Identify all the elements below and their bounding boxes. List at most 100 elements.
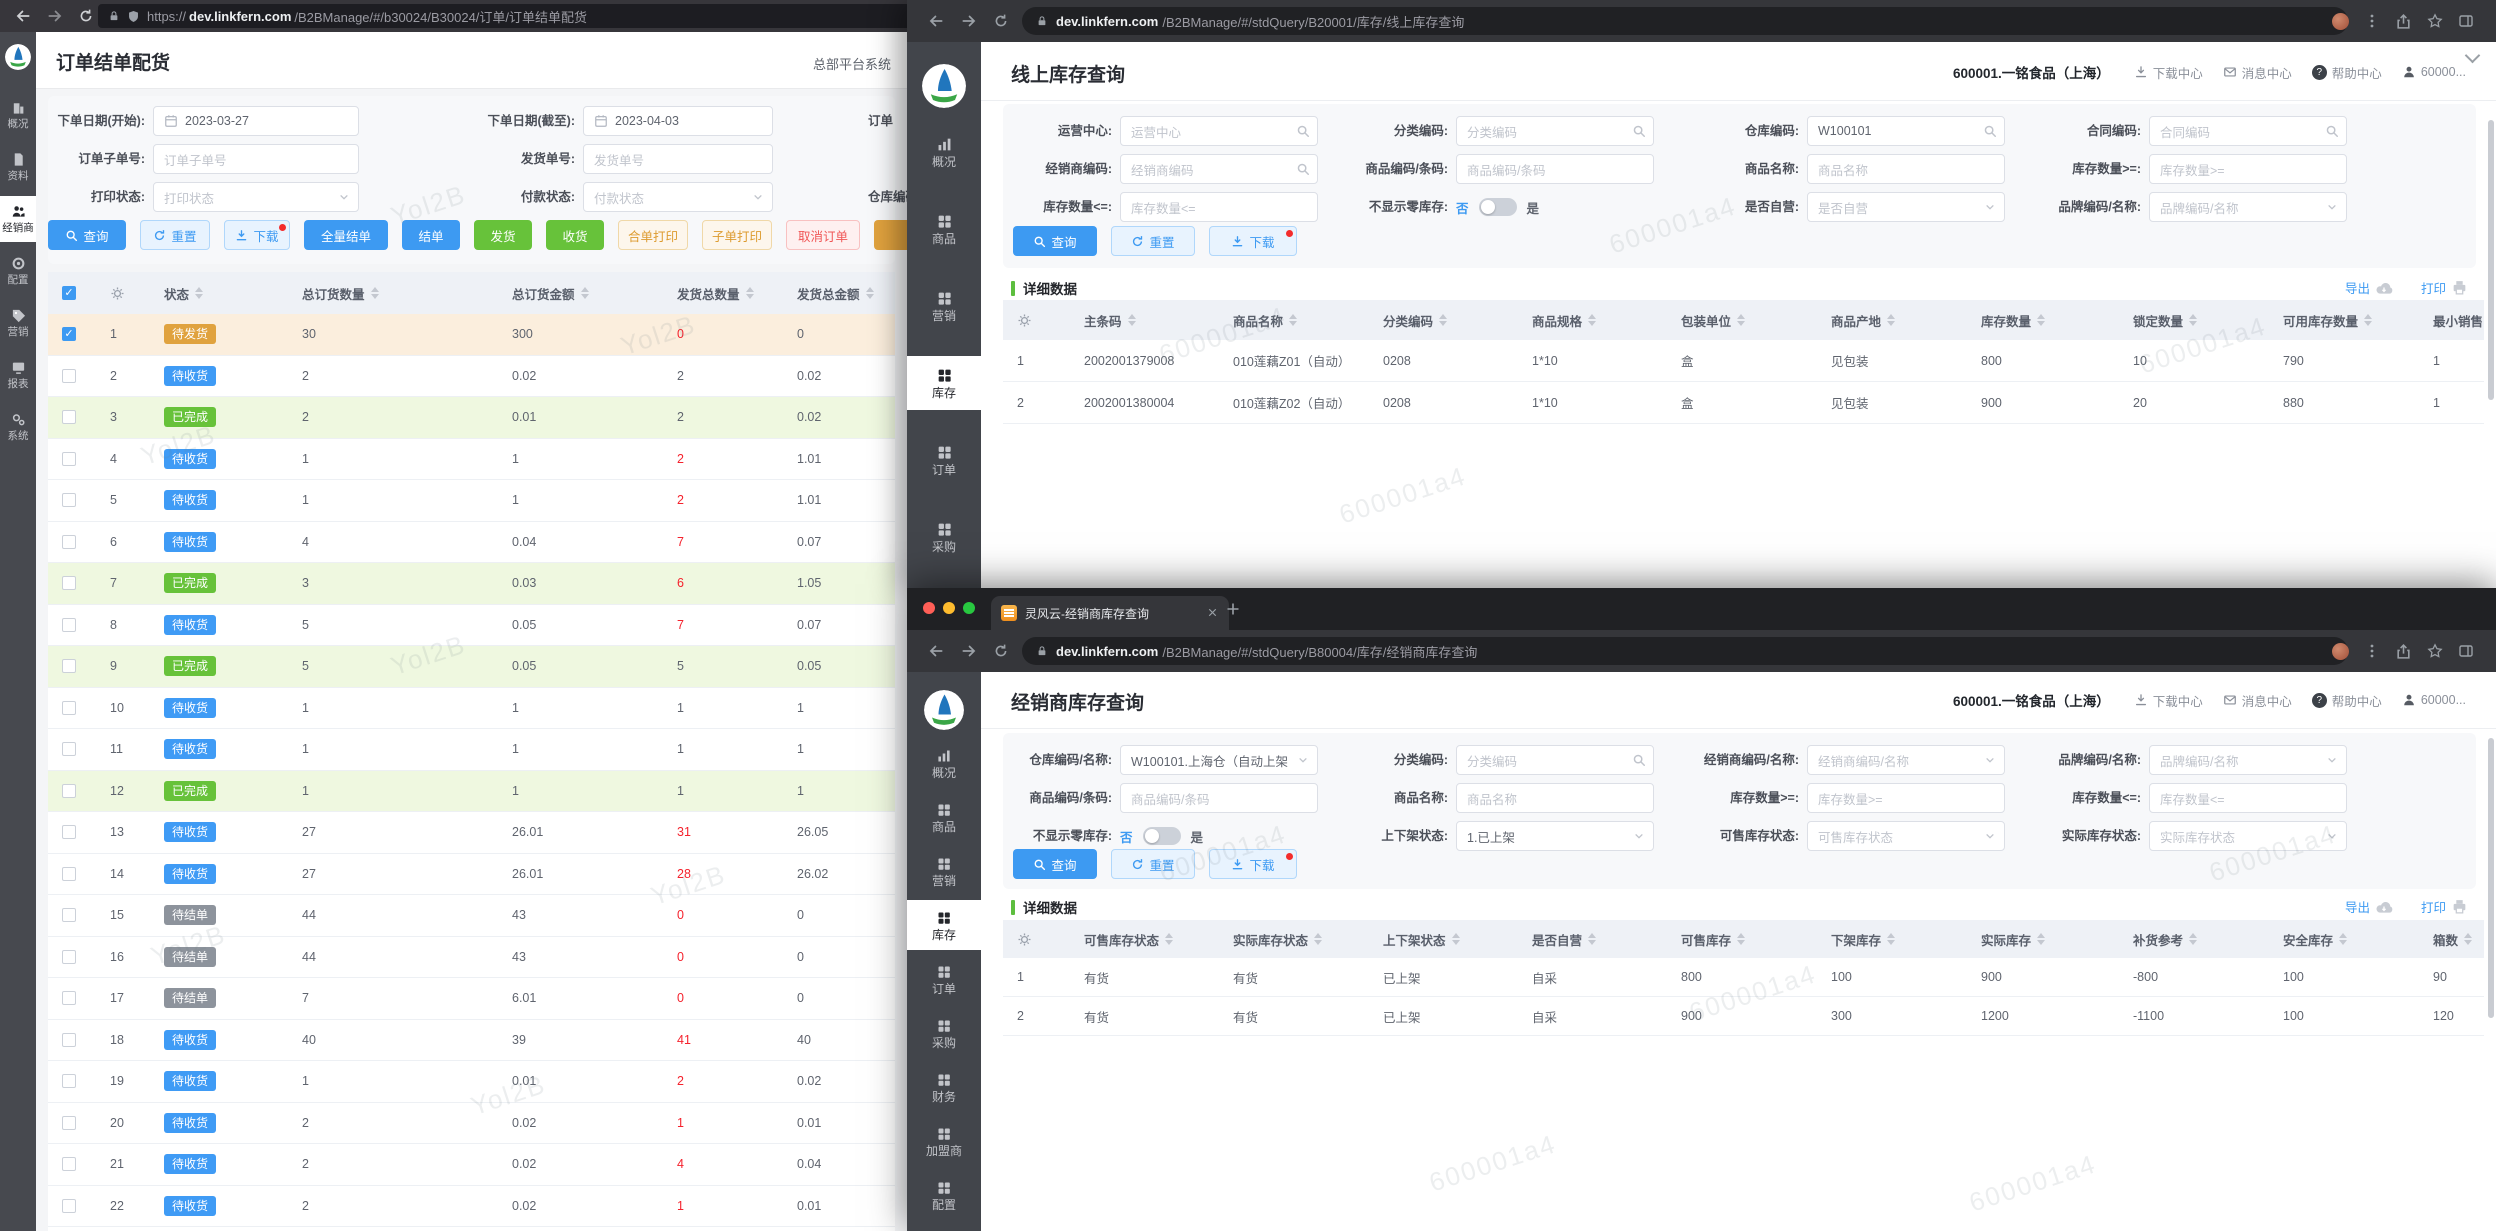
more-button[interactable] <box>874 220 907 250</box>
sidebar-item-采购[interactable]: 采购 <box>907 510 981 564</box>
sort-caret-icon[interactable] <box>2364 314 2373 326</box>
scrollbar[interactable] <box>2488 120 2494 400</box>
column-header-补货参考[interactable]: 补货参考 <box>2131 920 2281 958</box>
toggle-switch[interactable] <box>1478 198 1517 216</box>
column-header-实际库存状态[interactable]: 实际库存状态 <box>1231 920 1381 958</box>
sidebar-item-概况[interactable]: 概况 <box>0 92 36 138</box>
filter-input[interactable]: 品牌编码/名称 <box>2149 745 2347 775</box>
row-select[interactable] <box>48 812 96 853</box>
sort-caret-icon[interactable] <box>1887 314 1896 326</box>
profile-avatar[interactable] <box>2332 12 2349 30</box>
filter-input[interactable]: 库存数量<= <box>1120 192 1318 222</box>
sort-caret-icon[interactable] <box>2037 933 2046 945</box>
row-select[interactable] <box>48 771 96 812</box>
header-select-all[interactable]: ✓ <box>48 272 96 314</box>
filter-input[interactable]: 经销商编码/名称 <box>1807 745 2005 775</box>
table-row[interactable]: 17 待结单 7 6.01 0 0 <box>48 978 895 1020</box>
row-checkbox[interactable] <box>62 742 76 757</box>
table-row[interactable]: 8 待收货 5 0.05 7 0.07 <box>48 604 895 646</box>
tab-close[interactable] <box>1206 604 1219 622</box>
toggle-switch[interactable] <box>1142 827 1181 845</box>
select-all-checkbox[interactable]: ✓ <box>62 286 76 300</box>
header-link-帮助中心[interactable]: ? 帮助中心 <box>2311 63 2382 82</box>
row-checkbox[interactable] <box>62 576 76 591</box>
row-checkbox[interactable] <box>62 493 76 508</box>
column-header-主条码[interactable]: 主条码 <box>1082 300 1231 340</box>
row-checkbox[interactable] <box>62 617 76 632</box>
zero-stock-toggle[interactable]: 否是 <box>1456 192 1539 222</box>
table-row[interactable]: ✓ 1 待发货 30 300 0 0 <box>48 314 895 356</box>
收货-button[interactable]: 收货 <box>546 220 604 250</box>
filter-input[interactable]: 库存数量<= <box>2149 783 2347 813</box>
print-button[interactable]: 打印 <box>2421 897 2468 916</box>
row-select[interactable] <box>48 646 96 687</box>
table-row[interactable]: 7 已完成 3 0.03 6 1.05 <box>48 563 895 605</box>
重置-button[interactable]: 重置 <box>1111 849 1195 879</box>
header-link-60000...[interactable]: 60000... <box>2402 65 2466 79</box>
sort-caret-icon[interactable] <box>195 287 204 299</box>
column-header-可用库存数量[interactable]: 可用库存数量 <box>2281 300 2431 340</box>
row-select[interactable]: ✓ <box>48 314 96 355</box>
sidebar-item-概况[interactable]: 概况 <box>907 738 981 788</box>
column-header-箱数[interactable]: 箱数 <box>2431 920 2484 958</box>
table-row[interactable]: 2 待收货 2 0.02 2 0.02 <box>48 355 895 397</box>
table-row[interactable]: 16 待结单 44 43 0 0 <box>48 936 895 978</box>
sidebar-item-财务[interactable]: 财务 <box>907 1062 981 1112</box>
sidebar-item-商品[interactable]: 商品 <box>907 202 981 256</box>
export-button[interactable]: 导出 <box>2345 278 2393 297</box>
sort-caret-icon[interactable] <box>1165 933 1174 945</box>
column-header-状态[interactable]: 状态 <box>150 272 288 314</box>
sidebar-item-库存[interactable]: 库存 <box>907 356 981 410</box>
filter-input[interactable]: 合同编码 <box>2149 116 2347 146</box>
filter-input[interactable]: 商品编码/条码 <box>1120 783 1318 813</box>
row-checkbox[interactable] <box>62 1198 76 1213</box>
row-select[interactable] <box>48 439 96 480</box>
table-row[interactable]: 13 待收货 27 26.01 31 26.05 <box>48 812 895 854</box>
column-header-商品名称[interactable]: 商品名称 <box>1231 300 1381 340</box>
row-checkbox[interactable] <box>62 451 76 466</box>
row-select[interactable] <box>48 522 96 563</box>
header-link-消息中心[interactable]: 消息中心 <box>2223 63 2292 82</box>
table-row[interactable]: 2 有货 有货 已上架 自采 900 300 1200 -1100 100 120 <box>1003 997 2484 1036</box>
table-row[interactable]: 18 待收货 40 39 41 40 <box>48 1019 895 1061</box>
row-checkbox[interactable] <box>62 949 76 964</box>
sidebar-item-采购[interactable]: 采购 <box>907 1008 981 1058</box>
table-row[interactable]: 19 待收货 1 0.01 2 0.02 <box>48 1061 895 1103</box>
zoom-window-button[interactable] <box>963 602 975 614</box>
table-row[interactable]: 20 待收货 2 0.02 1 0.01 <box>48 1102 895 1144</box>
sort-caret-icon[interactable] <box>2189 314 2198 326</box>
filter-input[interactable]: 2023-04-03 <box>583 106 773 136</box>
address-bar[interactable]: dev.linkfern.com/B2BManage/#/stdQuery/B2… <box>1022 7 2348 35</box>
row-select[interactable] <box>48 854 96 895</box>
header-link-帮助中心[interactable]: ? 帮助中心 <box>2311 691 2382 710</box>
sort-caret-icon[interactable] <box>1737 314 1746 326</box>
filter-input[interactable]: 商品编码/条码 <box>1456 154 1654 184</box>
filter-input[interactable]: 订单子单号 <box>153 144 359 174</box>
sort-caret-icon[interactable] <box>1314 933 1323 945</box>
sidebar-item-more[interactable] <box>907 1224 981 1231</box>
row-select[interactable] <box>48 1144 96 1185</box>
row-checkbox[interactable] <box>62 1032 76 1047</box>
sort-caret-icon[interactable] <box>1127 314 1136 326</box>
row-checkbox[interactable] <box>62 368 76 383</box>
合单打印-button[interactable]: 合单打印 <box>618 220 688 250</box>
row-checkbox[interactable] <box>62 908 76 923</box>
filter-input[interactable]: 商品名称 <box>1456 783 1654 813</box>
table-row[interactable]: 11 待收货 1 1 1 1 <box>48 729 895 771</box>
print-button[interactable]: 打印 <box>2421 278 2468 297</box>
column-header-总订货金额[interactable]: 总订货金额 <box>498 272 663 314</box>
row-select[interactable] <box>48 729 96 770</box>
table-row[interactable]: 2 2002001380004 010莲藕Z02（自动） 0208 1*10 盒 见包装 90… <box>1003 382 2484 424</box>
export-button[interactable]: 导出 <box>2345 897 2393 916</box>
sidebar-item-营销[interactable]: 营销 <box>0 300 36 346</box>
row-checkbox[interactable] <box>62 783 76 798</box>
filter-input[interactable]: 打印状态 <box>153 182 359 212</box>
column-header-发货总金额[interactable]: 发货总金额 <box>783 272 895 314</box>
下载-button[interactable]: 下载 <box>1209 849 1297 879</box>
row-select[interactable] <box>48 1020 96 1061</box>
发货-button[interactable]: 发货 <box>474 220 532 250</box>
row-select[interactable] <box>48 937 96 978</box>
filter-input[interactable]: W100101.上海仓（自动上架 <box>1120 745 1318 775</box>
下载-button[interactable]: 下载 <box>1209 226 1297 256</box>
column-header-最小销售[interactable]: 最小销售 <box>2431 300 2484 340</box>
